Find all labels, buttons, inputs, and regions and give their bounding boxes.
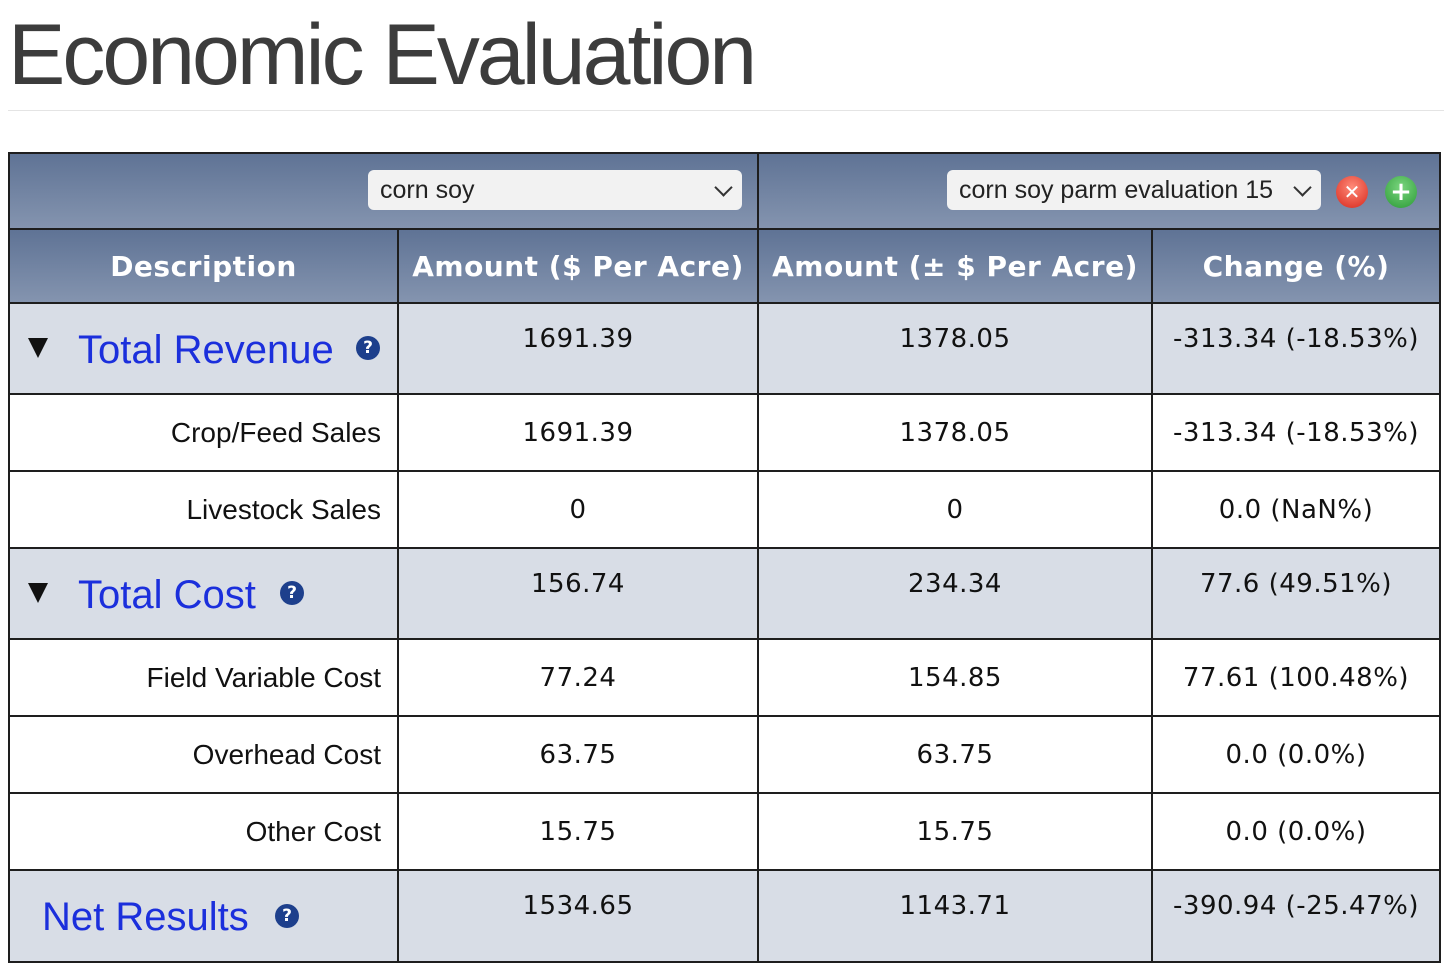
field-variable-cost-amount-delta: 154.85 (757, 638, 1153, 717)
column-header-amount-delta: Amount (± $ Per Acre) (757, 228, 1153, 304)
help-icon[interactable]: ? (356, 336, 380, 360)
help-icon[interactable]: ? (280, 581, 304, 605)
total-cost-change: 77.6 (49.51%) (1151, 547, 1441, 640)
crop-feed-sales-change: -313.34 (-18.53%) (1151, 393, 1441, 472)
net-results-link[interactable]: Net Results (42, 895, 249, 939)
overhead-cost-label: Overhead Cost (8, 715, 399, 794)
net-results-description: Net Results ? (8, 869, 399, 963)
column-header-change: Change (%) (1151, 228, 1441, 304)
comparison-selector-cell: corn soy parm evaluation 15 ✕ + (757, 152, 1441, 230)
title-divider (8, 110, 1444, 111)
other-cost-amount: 15.75 (397, 792, 759, 871)
comparison-select-value: corn soy parm evaluation 15 (959, 175, 1274, 204)
baseline-scenario-select[interactable]: corn soy (368, 170, 742, 210)
help-icon[interactable]: ? (275, 904, 299, 928)
total-revenue-link[interactable]: Total Revenue (78, 328, 334, 372)
overhead-cost-amount: 63.75 (397, 715, 759, 794)
total-revenue-change: -313.34 (-18.53%) (1151, 302, 1441, 395)
overhead-cost-change: 0.0 (0.0%) (1151, 715, 1441, 794)
net-results-amount: 1534.65 (397, 869, 759, 963)
total-revenue-amount: 1691.39 (397, 302, 759, 395)
remove-comparison-button[interactable]: ✕ (1336, 176, 1368, 208)
other-cost-amount-delta: 15.75 (757, 792, 1153, 871)
page-title: Economic Evaluation (8, 7, 757, 103)
collapse-triangle-icon[interactable] (28, 583, 48, 603)
crop-feed-sales-row: Crop/Feed Sales 1691.39 1378.05 -313.34 … (8, 393, 1441, 472)
total-cost-amount: 156.74 (397, 547, 759, 640)
total-cost-row: Total Cost ? 156.74 234.34 77.6 (49.51%) (8, 547, 1441, 640)
livestock-sales-amount: 0 (397, 470, 759, 549)
field-variable-cost-row: Field Variable Cost 77.24 154.85 77.61 (… (8, 638, 1441, 717)
close-icon: ✕ (1343, 180, 1361, 204)
total-cost-description: Total Cost ? (8, 547, 399, 640)
plus-icon: + (1390, 177, 1412, 207)
crop-feed-sales-label: Crop/Feed Sales (8, 393, 399, 472)
total-revenue-description: Total Revenue ? (8, 302, 399, 395)
total-revenue-row: Total Revenue ? 1691.39 1378.05 -313.34 … (8, 302, 1441, 395)
field-variable-cost-amount: 77.24 (397, 638, 759, 717)
column-header-amount: Amount ($ Per Acre) (397, 228, 759, 304)
baseline-select-value: corn soy (380, 175, 475, 204)
add-comparison-button[interactable]: + (1385, 176, 1417, 208)
crop-feed-sales-amount-delta: 1378.05 (757, 393, 1153, 472)
other-cost-label: Other Cost (8, 792, 399, 871)
crop-feed-sales-amount: 1691.39 (397, 393, 759, 472)
field-variable-cost-label: Field Variable Cost (8, 638, 399, 717)
livestock-sales-amount-delta: 0 (757, 470, 1153, 549)
collapse-triangle-icon[interactable] (28, 338, 48, 358)
column-header-description: Description (8, 228, 399, 304)
overhead-cost-row: Overhead Cost 63.75 63.75 0.0 (0.0%) (8, 715, 1441, 794)
net-results-change: -390.94 (-25.47%) (1151, 869, 1441, 963)
chevron-down-icon (1293, 177, 1312, 197)
other-cost-row: Other Cost 15.75 15.75 0.0 (0.0%) (8, 792, 1441, 871)
net-results-row: Net Results ? 1534.65 1143.71 -390.94 (-… (8, 869, 1441, 963)
baseline-selector-cell: corn soy (8, 152, 759, 230)
selector-row: corn soy corn soy parm evaluation 15 ✕ + (8, 152, 1441, 230)
total-cost-link[interactable]: Total Cost (78, 573, 256, 617)
total-cost-amount-delta: 234.34 (757, 547, 1153, 640)
total-revenue-amount-delta: 1378.05 (757, 302, 1153, 395)
other-cost-change: 0.0 (0.0%) (1151, 792, 1441, 871)
livestock-sales-row: Livestock Sales 0 0 0.0 (NaN%) (8, 470, 1441, 549)
economic-evaluation-table: corn soy corn soy parm evaluation 15 ✕ +… (8, 152, 1441, 963)
comparison-scenario-select[interactable]: corn soy parm evaluation 15 (947, 170, 1321, 210)
column-header-row: Description Amount ($ Per Acre) Amount (… (8, 228, 1441, 304)
field-variable-cost-change: 77.61 (100.48%) (1151, 638, 1441, 717)
livestock-sales-label: Livestock Sales (8, 470, 399, 549)
livestock-sales-change: 0.0 (NaN%) (1151, 470, 1441, 549)
net-results-amount-delta: 1143.71 (757, 869, 1153, 963)
overhead-cost-amount-delta: 63.75 (757, 715, 1153, 794)
chevron-down-icon (714, 177, 733, 197)
